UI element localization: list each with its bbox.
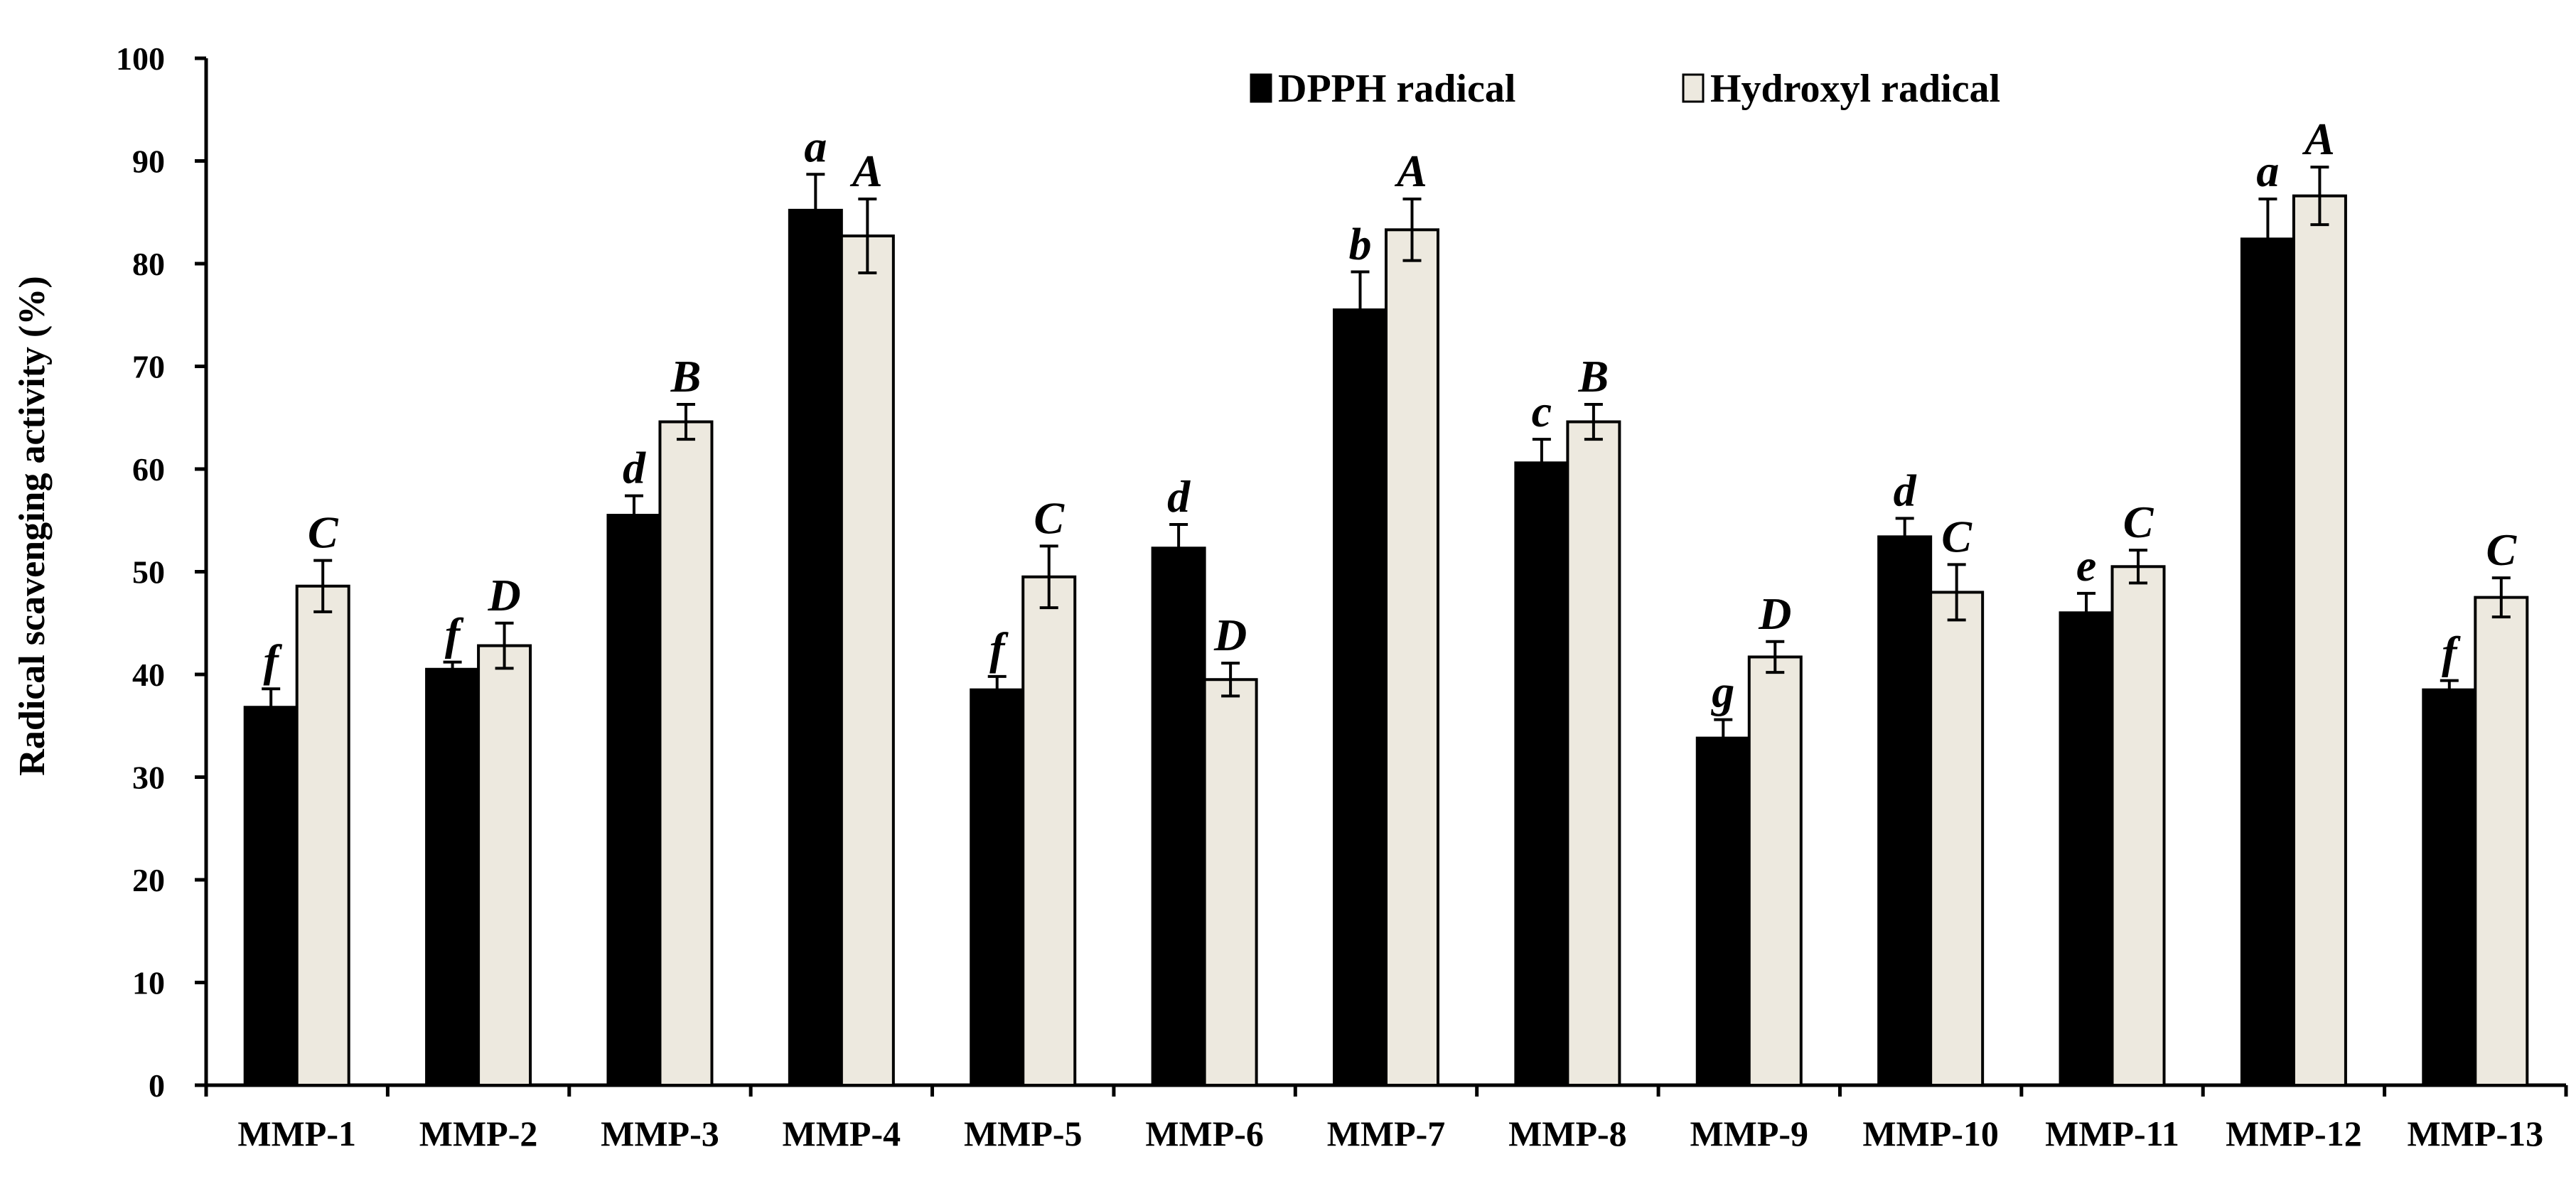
x-tick-label: MMP-6 [1145,1114,1264,1153]
y-tick-label: 80 [132,246,165,282]
significance-label-hydroxyl: C [2486,524,2517,575]
significance-label-dpph: d [623,443,646,493]
significance-label-dpph: d [1167,471,1191,522]
x-tick-label: MMP-11 [2045,1114,2179,1153]
significance-label-hydroxyl: C [1941,511,1973,561]
significance-label-hydroxyl: B [1578,351,1609,402]
y-ticks: 0 10 20 30 40 50 60 70 80 90 100 [116,41,206,1104]
y-tick-label: 40 [132,657,165,693]
bar-dpph [425,667,481,1087]
legend-label-dpph: DPPH radical [1278,67,1515,111]
bar-dpph [2240,237,2295,1087]
x-tick-label: MMP-9 [1690,1114,1808,1153]
x-tick-label: MMP-1 [237,1114,356,1153]
significance-label-dpph: g [1710,667,1734,717]
y-tick-label: 70 [132,349,165,385]
significance-label-hydroxyl: C [308,507,339,558]
bar-hydroxyl [839,234,895,1087]
y-tick-label: 30 [132,760,165,796]
x-tick-label: MMP-5 [964,1114,1083,1153]
significance-label-hydroxyl: A [849,146,883,196]
x-tick-label: MMP-12 [2226,1114,2362,1153]
significance-label-hydroxyl: C [1034,492,1065,543]
y-tick-label: 50 [132,554,165,591]
significance-label-dpph: a [2256,146,2279,196]
significance-label-dpph: f [2442,628,2461,678]
significance-label-hydroxyl: D [487,570,520,620]
bar-hydroxyl [1203,678,1258,1087]
y-tick-label: 20 [132,862,165,898]
y-tick-label: 0 [149,1067,165,1104]
significance-label-hydroxyl: D [1758,588,1791,639]
legend-label-hydroxyl: Hydroxyl radical [1710,67,2000,111]
bar-dpph [1877,535,1933,1087]
bar-hydroxyl [2110,565,2166,1087]
bar-hydroxyl [477,644,532,1087]
bars: f f d a f d b c g d e a f C D B A C D A B D C C A C [243,114,2529,1087]
bar-hydroxyl [2292,194,2347,1087]
bar-hydroxyl [1929,591,1985,1087]
significance-label-hydroxyl: D [1213,610,1247,660]
y-axis-title: Radical scavenging activity (%) [12,276,53,775]
x-tick-label: MMP-10 [1862,1114,1999,1153]
bar-hydroxyl [658,420,714,1087]
significance-label-dpph: f [989,623,1009,674]
significance-label-dpph: a [804,121,827,171]
x-tick-label: MMP-3 [601,1114,719,1153]
bar-dpph [243,706,299,1087]
bar-hydroxyl [1385,228,1439,1087]
x-tick-label: MMP-7 [1327,1114,1446,1153]
bar-hydroxyl [2474,596,2529,1087]
bar-dpph [1514,461,1569,1087]
significance-label-dpph: c [1532,386,1552,436]
bar-dpph [1151,547,1206,1087]
significance-label-hydroxyl: B [670,351,702,402]
significance-label-hydroxyl: A [2302,114,2335,164]
x-ticks: MMP-1 MMP-2 MMP-3 MMP-4 MMP-5 MMP-6 MMP-7 MMP-8… [204,1085,2568,1153]
y-tick-label: 60 [132,451,165,488]
significance-label-hydroxyl: C [2123,497,2154,547]
y-tick-label: 90 [132,144,165,180]
y-tick-label: 100 [116,41,165,77]
significance-label-dpph: f [445,609,464,660]
bar-dpph [2059,611,2114,1087]
bar-dpph [788,208,843,1087]
bar-dpph [970,688,1025,1087]
significance-label-hydroxyl: A [1394,146,1427,196]
y-tick-label: 10 [132,965,165,1001]
significance-label-dpph: f [264,635,283,686]
bar-dpph [1695,736,1751,1087]
x-tick-label: MMP-13 [2408,1114,2544,1153]
bar-dpph [1333,308,1388,1087]
x-tick-label: MMP-2 [419,1114,538,1153]
significance-label-dpph: d [1894,465,1917,515]
bar-dpph [606,514,662,1087]
bar-hydroxyl [1021,575,1077,1087]
legend-swatch-dpph [1250,73,1272,103]
legend: DPPH radical Hydroxyl radical [1250,67,2000,111]
significance-label-dpph: b [1349,219,1372,269]
legend-swatch-hydroxyl [1682,73,1705,103]
significance-label-dpph: e [2076,540,2096,591]
bar-dpph [2422,688,2477,1087]
x-tick-label: MMP-8 [1508,1114,1627,1153]
x-tick-label: MMP-4 [783,1114,901,1153]
bar-hydroxyl [295,584,350,1087]
bar-hydroxyl [1747,655,1803,1087]
bar-hydroxyl [1566,420,1621,1087]
